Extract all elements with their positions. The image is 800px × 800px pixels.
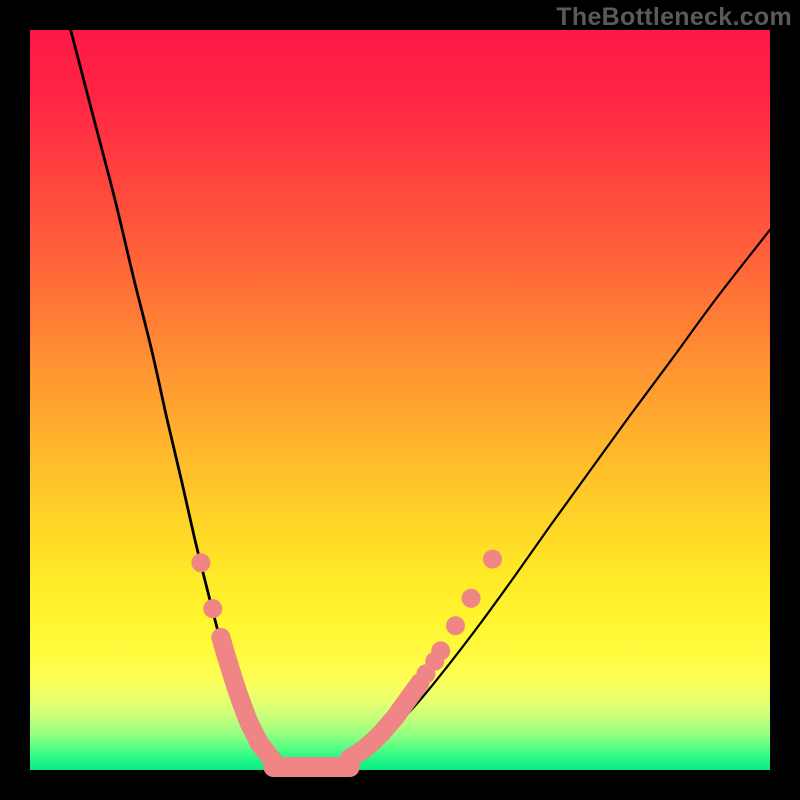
chart-svg (0, 0, 800, 800)
watermark-text: TheBottleneck.com (556, 3, 792, 32)
chart-frame: TheBottleneck.com (0, 0, 800, 800)
